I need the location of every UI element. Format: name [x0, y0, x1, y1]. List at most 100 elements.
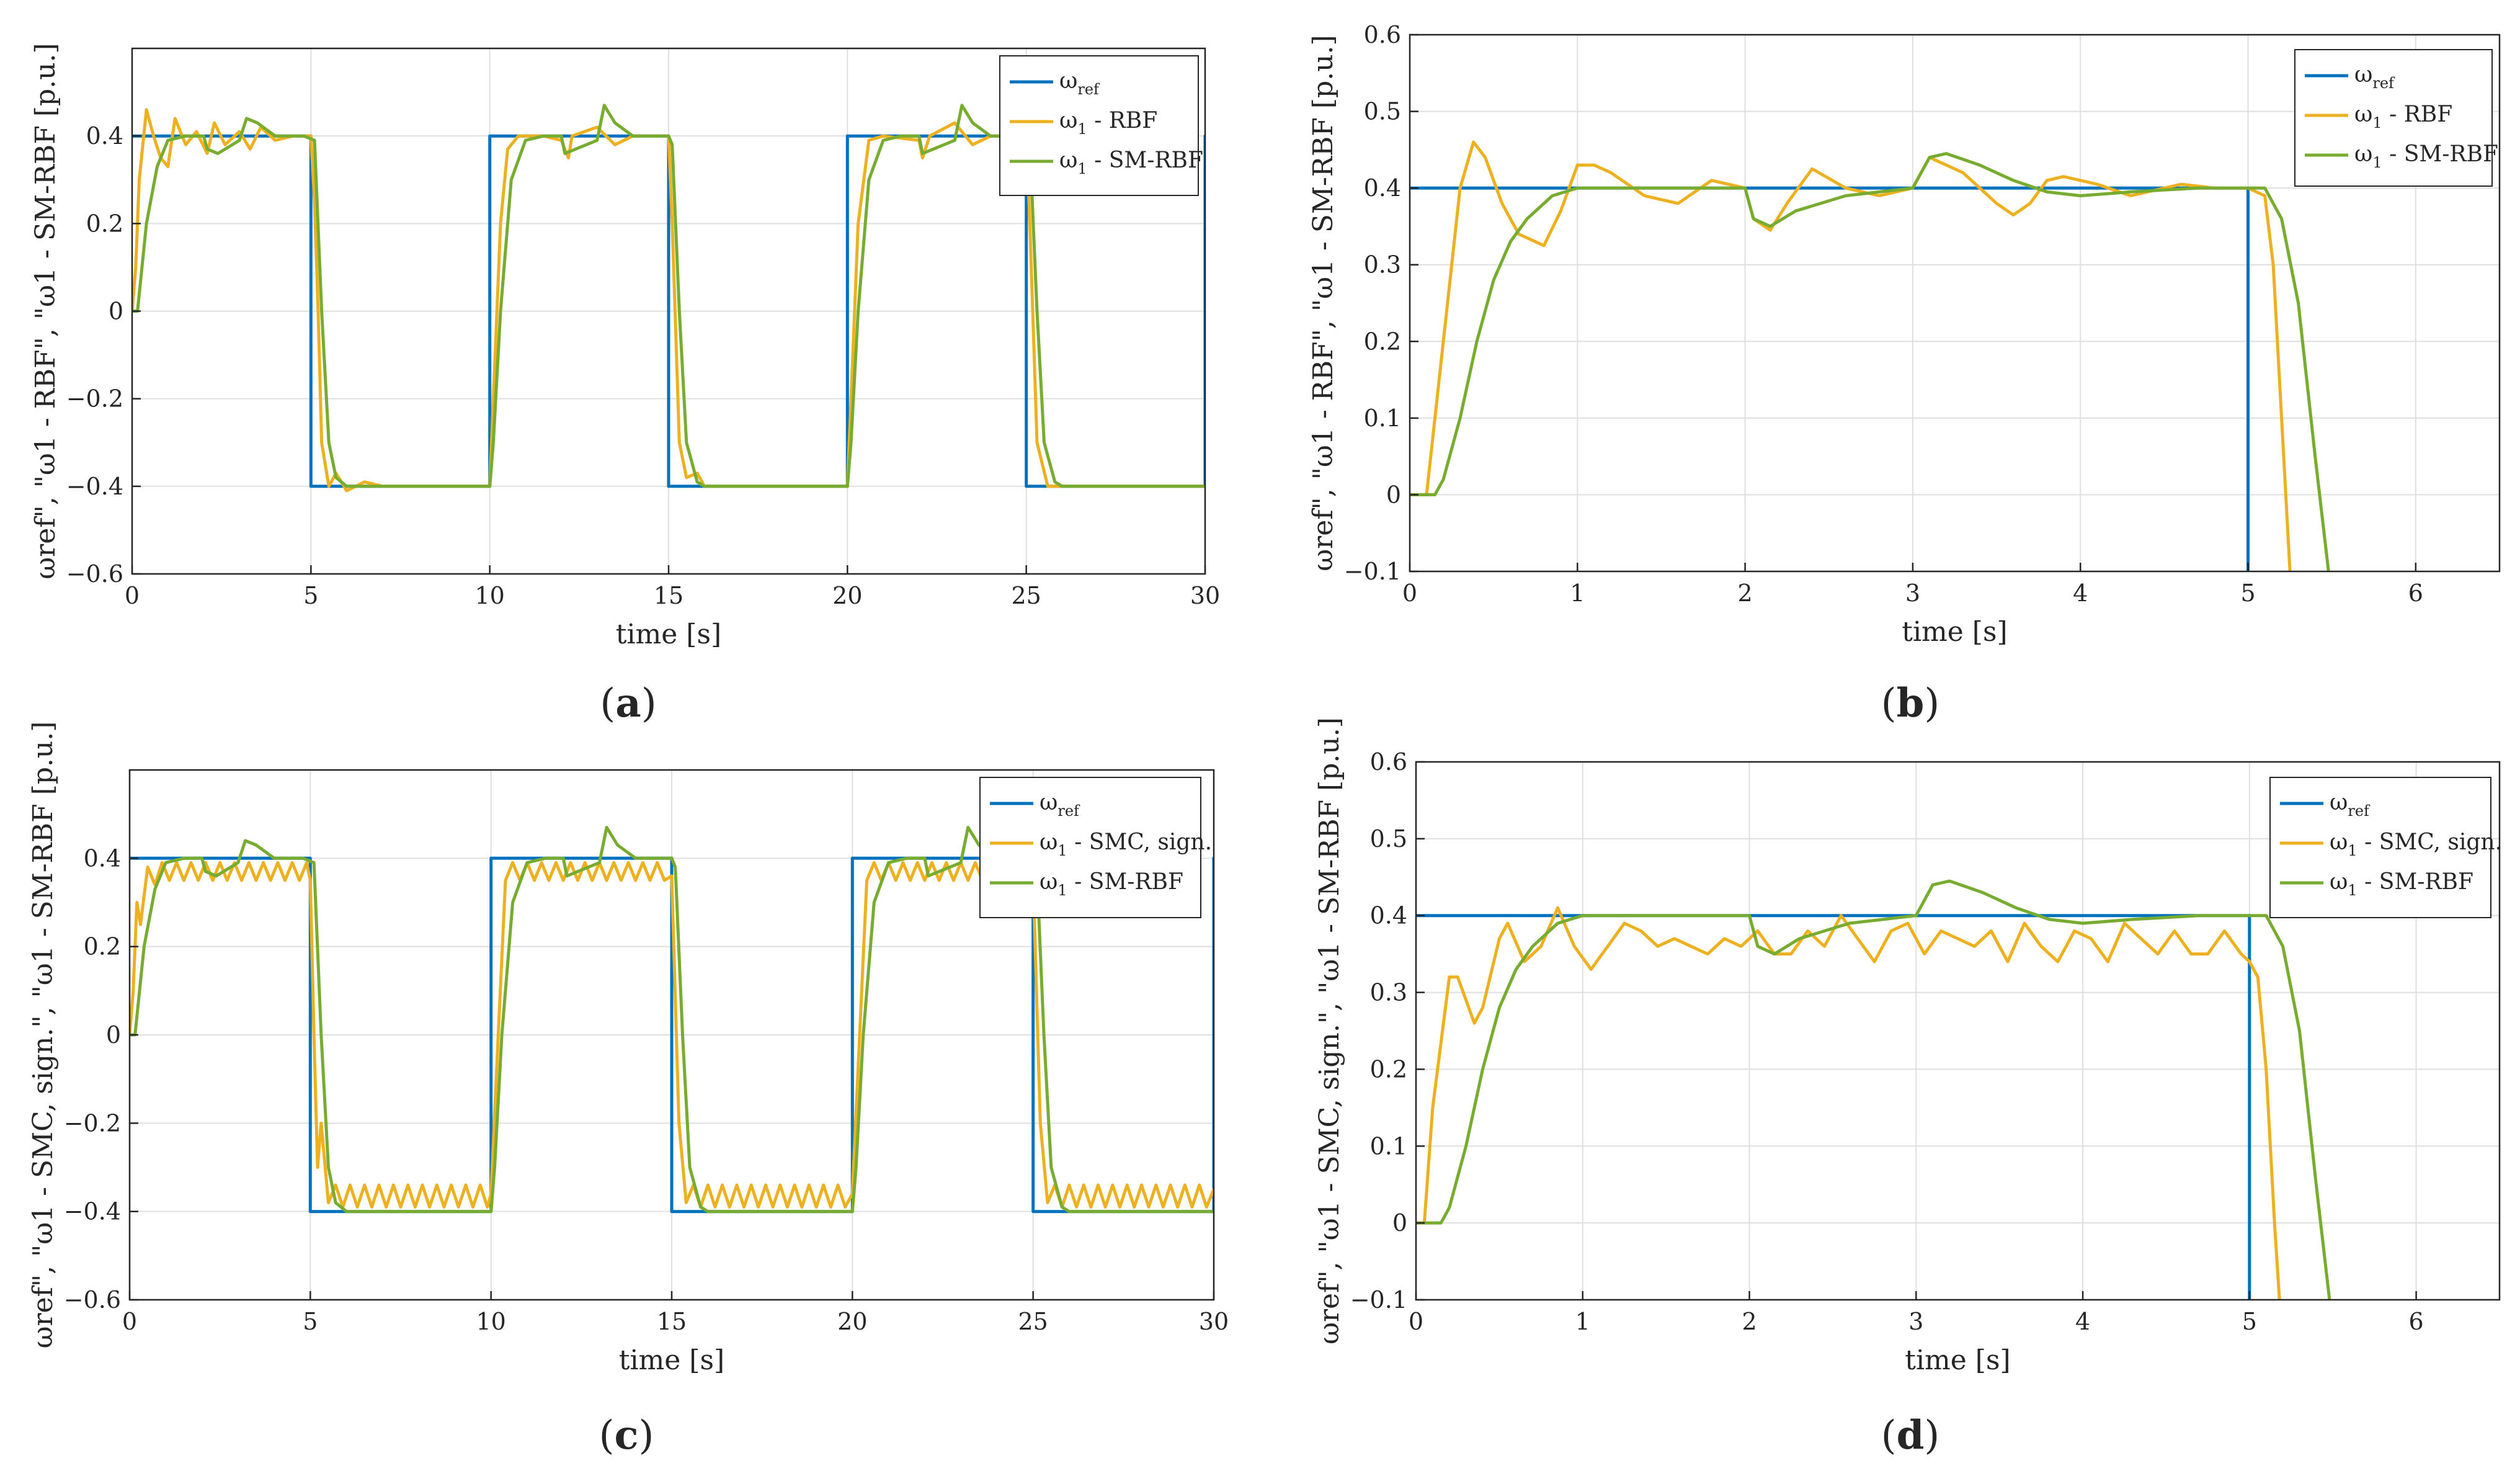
x-tick-label: 6 [2409, 1308, 2424, 1335]
legend-entry: ωref [1059, 68, 1100, 98]
y-tick-label: 0 [1392, 1209, 1407, 1237]
legend-entry: ωref [1040, 790, 1080, 820]
y-tick-label: −0.2 [66, 385, 123, 413]
legend-box [2294, 49, 2493, 187]
series-line-2 [1410, 152, 2330, 571]
x-tick-label: 20 [837, 1308, 867, 1335]
x-tick-label: 5 [2240, 579, 2255, 607]
y-tick-label: −0.1 [1350, 1286, 1407, 1313]
panel-label: (c) [599, 1412, 654, 1459]
legend-entry: ω1 - SMC, sign. [2330, 830, 2502, 859]
x-tick-label: 4 [2073, 579, 2088, 607]
x-tick-label: 2 [1738, 579, 1753, 607]
series-line-0 [132, 134, 1205, 488]
x-tick-label: 15 [657, 1308, 687, 1335]
x-tick-label: 2 [1742, 1308, 1756, 1335]
legend: ωref ω1 - RBF ω1 - SM-RBF [2294, 49, 2498, 187]
x-axis-label: time [s] [1905, 1344, 2010, 1376]
y-tick-label: 0.5 [1370, 825, 1407, 852]
y-tick-label: 0 [106, 1021, 121, 1049]
panel-label: (b) [1881, 680, 1940, 727]
y-tick-label: 0 [109, 298, 123, 325]
y-axis-label: ωref", "ω1 - SMC, sign.", "ω1 - SM-RBF [… [1314, 717, 1345, 1344]
x-tick-label: 3 [1905, 579, 1920, 607]
x-tick-label: 0 [125, 582, 140, 609]
y-axis-label: ωref", "ω1 - SMC, sign.", "ω1 - SM-RBF [… [27, 722, 59, 1349]
legend-entry: ω1 - SM-RBF [1059, 148, 1203, 177]
x-tick-label: 6 [2408, 579, 2423, 607]
y-tick-label: 0.3 [1370, 979, 1407, 1006]
y-tick-label: 0.2 [86, 210, 123, 237]
x-axis-label: time [s] [1902, 616, 2007, 648]
x-tick-label: 1 [1575, 1308, 1590, 1335]
y-tick-label: −0.6 [64, 1286, 121, 1313]
x-axis-label: time [s] [619, 1344, 724, 1376]
x-tick-label: 5 [303, 1308, 318, 1335]
legend-entry: ω1 - SM-RBF [1040, 869, 1183, 899]
x-tick-label: 10 [476, 1308, 505, 1335]
y-tick-label: −0.4 [66, 473, 123, 500]
legend: ωref ω1 - SMC, sign. ω1 - SM-RBF [2269, 777, 2502, 918]
x-tick-label: 5 [303, 582, 318, 609]
series-line-2 [1416, 879, 2331, 1300]
x-tick-label: 1 [1570, 579, 1585, 607]
legend-entry: ω1 - RBF [2354, 102, 2452, 132]
legend-entry: ω1 - SM-RBF [2330, 869, 2473, 899]
legend-box [2269, 777, 2491, 918]
series-line-2 [132, 104, 1205, 488]
x-tick-label: 25 [1018, 1308, 1048, 1335]
series-group [1410, 140, 2330, 571]
y-tick-label: 0.1 [1364, 405, 1401, 432]
legend-entry: ωref [2330, 790, 2371, 820]
x-tick-label: 20 [832, 582, 862, 609]
x-axis-label: time [s] [616, 619, 721, 650]
legend-box [999, 55, 1199, 196]
y-axis-label: ωref", "ω1 - RBF", "ω1 - SM-RBF [p.u.] [30, 43, 61, 579]
y-tick-label: 0.2 [1370, 1055, 1407, 1083]
legend-box [979, 777, 1201, 918]
y-tick-label: 0.2 [1364, 328, 1401, 355]
legend: ωref ω1 - SMC, sign. ω1 - SM-RBF [979, 777, 1212, 918]
x-tick-label: 0 [1409, 1308, 1423, 1335]
x-tick-label: 25 [1011, 582, 1041, 609]
legend-entry: ω1 - SMC, sign. [1040, 830, 1212, 859]
axes-box [1409, 34, 2501, 573]
panel-label: (a) [600, 680, 656, 727]
legend: ωref ω1 - RBF ω1 - SM-RBF [999, 55, 1203, 196]
axes-box [1415, 761, 2501, 1301]
series-group [1416, 879, 2331, 1300]
x-tick-label: 5 [2242, 1308, 2257, 1335]
x-tick-label: 3 [1908, 1308, 1923, 1335]
y-tick-label: 0.5 [1364, 98, 1401, 125]
y-tick-label: −0.1 [1344, 558, 1401, 585]
chart-a: 0 5 10 15 20 25 30 −0.6 −0.4 −0.2 0 0.2 0.4 time [s] ω… [30, 43, 1220, 727]
y-tick-label: 0.3 [1364, 251, 1401, 279]
panel-label: (d) [1881, 1412, 1940, 1459]
y-tick-label: 0 [1386, 481, 1401, 508]
y-axis-label: ωref", "ω1 - RBF", "ω1 - SM-RBF [p.u.] [1307, 35, 1339, 571]
x-tick-label: 0 [122, 1308, 137, 1335]
y-tick-label: 0.4 [1364, 174, 1401, 202]
y-tick-label: 0.2 [84, 933, 121, 960]
x-tick-label: 15 [654, 582, 683, 609]
chart-c: 0 5 10 15 20 25 30 −0.6 −0.4 −0.2 0 0.2 0.4 time [s] ω… [27, 722, 1229, 1459]
y-tick-label: 0.1 [1370, 1132, 1407, 1160]
series-group [132, 104, 1205, 493]
x-tick-label: 10 [474, 582, 504, 609]
y-tick-label: 0.4 [1370, 902, 1407, 929]
x-tick-label: 30 [1190, 582, 1220, 609]
y-tick-label: −0.2 [64, 1109, 121, 1137]
y-tick-label: 0.6 [1364, 21, 1401, 48]
y-tick-label: 0.4 [86, 122, 123, 150]
y-tick-label: 0.6 [1370, 748, 1407, 776]
y-tick-label: −0.6 [66, 560, 123, 588]
series-line-1 [1416, 906, 2281, 1300]
x-tick-label: 0 [1402, 579, 1417, 607]
x-tick-label: 30 [1199, 1308, 1229, 1335]
legend-entry: ω1 - SM-RBF [2354, 141, 2498, 171]
x-tick-label: 4 [2075, 1308, 2090, 1335]
